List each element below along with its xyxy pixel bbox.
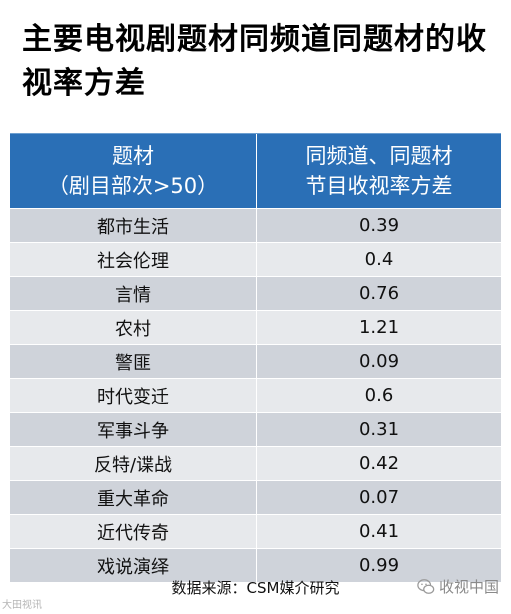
variance-cell: 0.09 xyxy=(358,351,400,372)
table-row: 军事斗争 0.31 xyxy=(10,412,501,446)
table-header: 题材 （剧目部次>50） 同频道、同题材 节目收视率方差 xyxy=(10,134,501,208)
header-genre-line1: 题材 xyxy=(112,144,154,168)
header-genre: 题材 （剧目部次>50） xyxy=(10,134,257,208)
watermark-right-label: 收视中国 xyxy=(438,578,499,596)
variance-cell: 0.07 xyxy=(358,487,400,508)
variance-cell: 0.6 xyxy=(364,385,394,406)
table-row: 社会伦理 0.4 xyxy=(10,242,501,276)
genre-cell: 时代变迁 xyxy=(10,379,257,412)
table-row: 重大革命 0.07 xyxy=(10,480,501,514)
page-title: 主要电视剧题材同频道同题材的收视率方差 xyxy=(22,22,487,101)
watermark-right: 收视中国 xyxy=(417,576,499,597)
genre-cell: 军事斗争 xyxy=(10,413,257,446)
table-row: 时代变迁 0.6 xyxy=(10,378,501,412)
table-row: 戏说演绎 0.99 xyxy=(10,548,501,582)
table-row: 农村 1.21 xyxy=(10,310,501,344)
table-row: 反特/谍战 0.42 xyxy=(10,446,501,480)
variance-cell: 0.76 xyxy=(358,283,400,304)
header-variance-line2: 节目收视率方差 xyxy=(305,174,453,198)
wechat-logo-icon xyxy=(417,578,435,594)
table-row: 警匪 0.09 xyxy=(10,344,501,378)
table-body: 都市生活 0.39 社会伦理 0.4 言情 0.76 农村 1.21 警匪 0.… xyxy=(10,208,501,582)
variance-cell: 0.4 xyxy=(364,249,394,270)
genre-cell: 农村 xyxy=(10,311,257,344)
variance-cell: 0.39 xyxy=(358,215,400,236)
genre-cell: 警匪 xyxy=(10,345,257,378)
header-variance-line1: 同频道、同题材 xyxy=(305,144,453,168)
variance-cell: 0.31 xyxy=(358,419,400,440)
variance-table: 题材 （剧目部次>50） 同频道、同题材 节目收视率方差 都市生活 0.39 社… xyxy=(10,133,501,582)
genre-cell: 都市生活 xyxy=(10,209,257,242)
table-row: 言情 0.76 xyxy=(10,276,501,310)
variance-cell: 0.42 xyxy=(358,453,400,474)
header-genre-line2: （剧目部次>50） xyxy=(47,174,219,198)
genre-cell: 言情 xyxy=(10,277,257,310)
variance-cell: 0.41 xyxy=(358,521,400,542)
watermark-left: 大田视讯 xyxy=(2,600,42,611)
data-source-note: 数据来源：CSM媒介研究 xyxy=(171,579,340,597)
variance-cell: 1.21 xyxy=(358,317,400,338)
table-row: 近代传奇 0.41 xyxy=(10,514,501,548)
genre-cell: 近代传奇 xyxy=(10,515,257,548)
genre-cell: 反特/谍战 xyxy=(10,447,257,480)
genre-cell: 社会伦理 xyxy=(10,243,257,276)
table-row: 都市生活 0.39 xyxy=(10,208,501,242)
header-variance: 同频道、同题材 节目收视率方差 xyxy=(257,134,501,208)
variance-cell: 0.99 xyxy=(358,555,400,576)
genre-cell: 重大革命 xyxy=(10,481,257,514)
genre-cell: 戏说演绎 xyxy=(10,549,257,582)
